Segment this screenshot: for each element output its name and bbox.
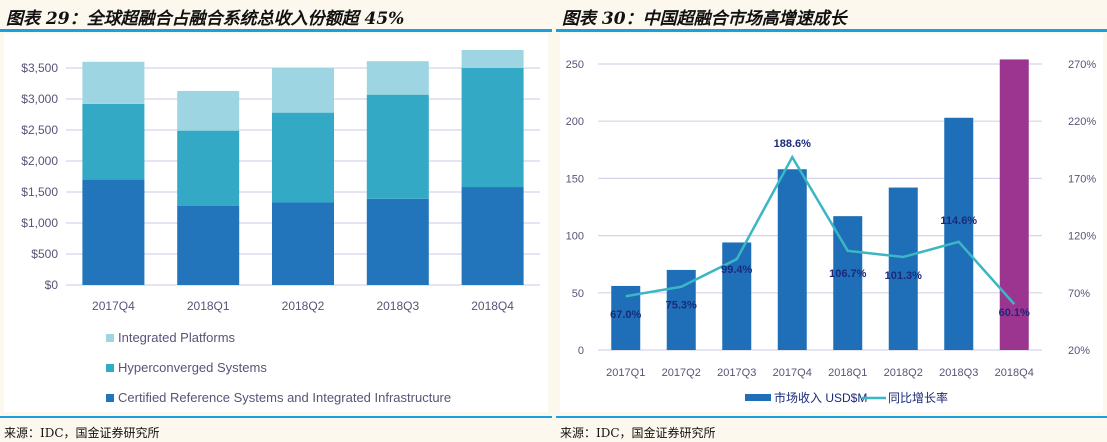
- x-tick-label: 2018Q1: [187, 299, 230, 313]
- right-figure-title: 图表 30：中国超融合市场高增速成长: [562, 9, 847, 29]
- y-left-tick-label: 200: [566, 116, 584, 128]
- combo-bar-line-chart: 0 50 100 150 200 250 20% 70% 120% 170% 220% 270% 201…: [566, 59, 1097, 405]
- y-right-tick-label: 270%: [1068, 59, 1096, 71]
- growth-data-label: 188.6%: [774, 138, 812, 150]
- x-tick-label: 2018Q1: [828, 367, 867, 379]
- legend-swatch: [106, 394, 114, 402]
- y-tick-label: $3,000: [21, 92, 58, 106]
- right-bottom-rule: [556, 416, 1107, 418]
- bar-segment-1: [272, 112, 334, 203]
- bar-segment-1: [366, 94, 429, 199]
- left-figure-title: 图表 29：全球超融合占融合系统总收入份额超 45%: [6, 9, 405, 29]
- x-tick-label: 2018Q3: [939, 367, 978, 379]
- x-tick-label: 2018Q3: [376, 299, 419, 313]
- legend-swatch: [106, 364, 114, 372]
- growth-data-label: 106.7%: [829, 268, 867, 280]
- legend-swatch: [106, 334, 114, 342]
- x-tick-label: 2017Q4: [92, 299, 135, 313]
- bar-segment-2: [366, 61, 429, 95]
- y-left-tick-label: 250: [566, 59, 584, 71]
- y-tick-label: $3,500: [21, 61, 58, 75]
- left-top-rule: [0, 29, 552, 32]
- x-tick-label: 2018Q4: [995, 367, 1034, 379]
- y-right-tick-label: 220%: [1068, 116, 1096, 128]
- x-tick-label: 2017Q3: [717, 367, 756, 379]
- growth-data-label: 99.4%: [721, 264, 752, 276]
- y-right-tick-label: 20%: [1068, 345, 1090, 357]
- bar-segment-0: [82, 179, 145, 285]
- legend-swatch-revenue: [745, 394, 771, 401]
- left-chart-container: $0 $500 $1,000 $1,500 $2,000 $2,500 $3,000 $3,5…: [4, 34, 548, 412]
- y-left-tick-label: 50: [572, 288, 584, 300]
- left-bottom-rule: [0, 416, 552, 418]
- x-tick-label: 2018Q2: [884, 367, 923, 379]
- left-figure-panel: 图表 29：全球超融合占融合系统总收入份额超 45% $0 $500 $1,000 $…: [0, 0, 552, 442]
- bar-segment-2: [177, 90, 240, 131]
- revenue-bar: [999, 59, 1029, 350]
- growth-rate-line: [625, 154, 1016, 305]
- y-tick-label: $500: [31, 247, 58, 261]
- bar-segment-1: [177, 130, 240, 206]
- y-tick-label: $2,500: [21, 123, 58, 137]
- revenue-bar: [944, 117, 974, 350]
- revenue-bar: [833, 216, 863, 350]
- revenue-bar: [888, 187, 918, 350]
- legend-label-revenue: 市场收入 USD$M: [774, 390, 867, 405]
- y-tick-label: $0: [45, 278, 59, 292]
- y-left-tick-label: 150: [566, 173, 584, 185]
- x-tick-label: 2018Q4: [471, 299, 514, 313]
- x-tick-label: 2018Q2: [282, 299, 325, 313]
- right-source-note: 来源：IDC，国金证券研究所: [560, 426, 716, 440]
- bar-segment-2: [272, 68, 334, 113]
- stacked-bar-chart: $0 $500 $1,000 $1,500 $2,000 $2,500 $3,000 $3,5…: [21, 50, 540, 405]
- legend-label-growth: 同比增长率: [888, 390, 948, 405]
- growth-data-label: 60.1%: [999, 307, 1030, 319]
- y-tick-label: $2,000: [21, 154, 58, 168]
- legend-label: Certified Reference Systems and Integrat…: [118, 390, 451, 405]
- bar-segment-0: [272, 202, 334, 285]
- legend-label: Integrated Platforms: [118, 330, 236, 345]
- x-tick-label: 2017Q1: [606, 367, 645, 379]
- bar-segment-0: [461, 187, 524, 285]
- y-left-tick-label: 0: [578, 345, 584, 357]
- y-right-tick-label: 120%: [1068, 231, 1096, 243]
- y-right-tick-label: 170%: [1068, 173, 1096, 185]
- right-figure-panel: 图表 30：中国超融合市场高增速成长 0 50 100 150 200 250 20% 70%…: [556, 0, 1107, 442]
- bar-segment-1: [82, 103, 145, 180]
- right-top-rule: [556, 29, 1107, 32]
- bar-segment-1: [461, 68, 524, 188]
- y-tick-label: $1,500: [21, 185, 58, 199]
- bar-segment-2: [82, 61, 145, 104]
- left-source-note: 来源：IDC，国金证券研究所: [4, 426, 160, 440]
- y-left-tick-label: 100: [566, 231, 584, 243]
- bar-segment-2: [461, 50, 524, 68]
- growth-data-label: 101.3%: [885, 270, 923, 282]
- revenue-bar: [777, 169, 807, 350]
- growth-data-label: 114.6%: [940, 215, 977, 227]
- x-tick-label: 2017Q4: [773, 367, 812, 379]
- x-tick-label: 2017Q2: [662, 367, 701, 379]
- bar-segment-0: [366, 198, 429, 285]
- growth-data-label: 75.3%: [666, 300, 697, 312]
- legend-label: Hyperconverged Systems: [118, 360, 267, 375]
- bar-segment-0: [177, 205, 240, 285]
- right-chart-container: 0 50 100 150 200 250 20% 70% 120% 170% 220% 270% 201…: [560, 34, 1103, 412]
- revenue-bar: [611, 285, 641, 350]
- y-right-tick-label: 70%: [1068, 288, 1090, 300]
- y-tick-label: $1,000: [21, 216, 58, 230]
- growth-data-label: 67.0%: [610, 309, 641, 321]
